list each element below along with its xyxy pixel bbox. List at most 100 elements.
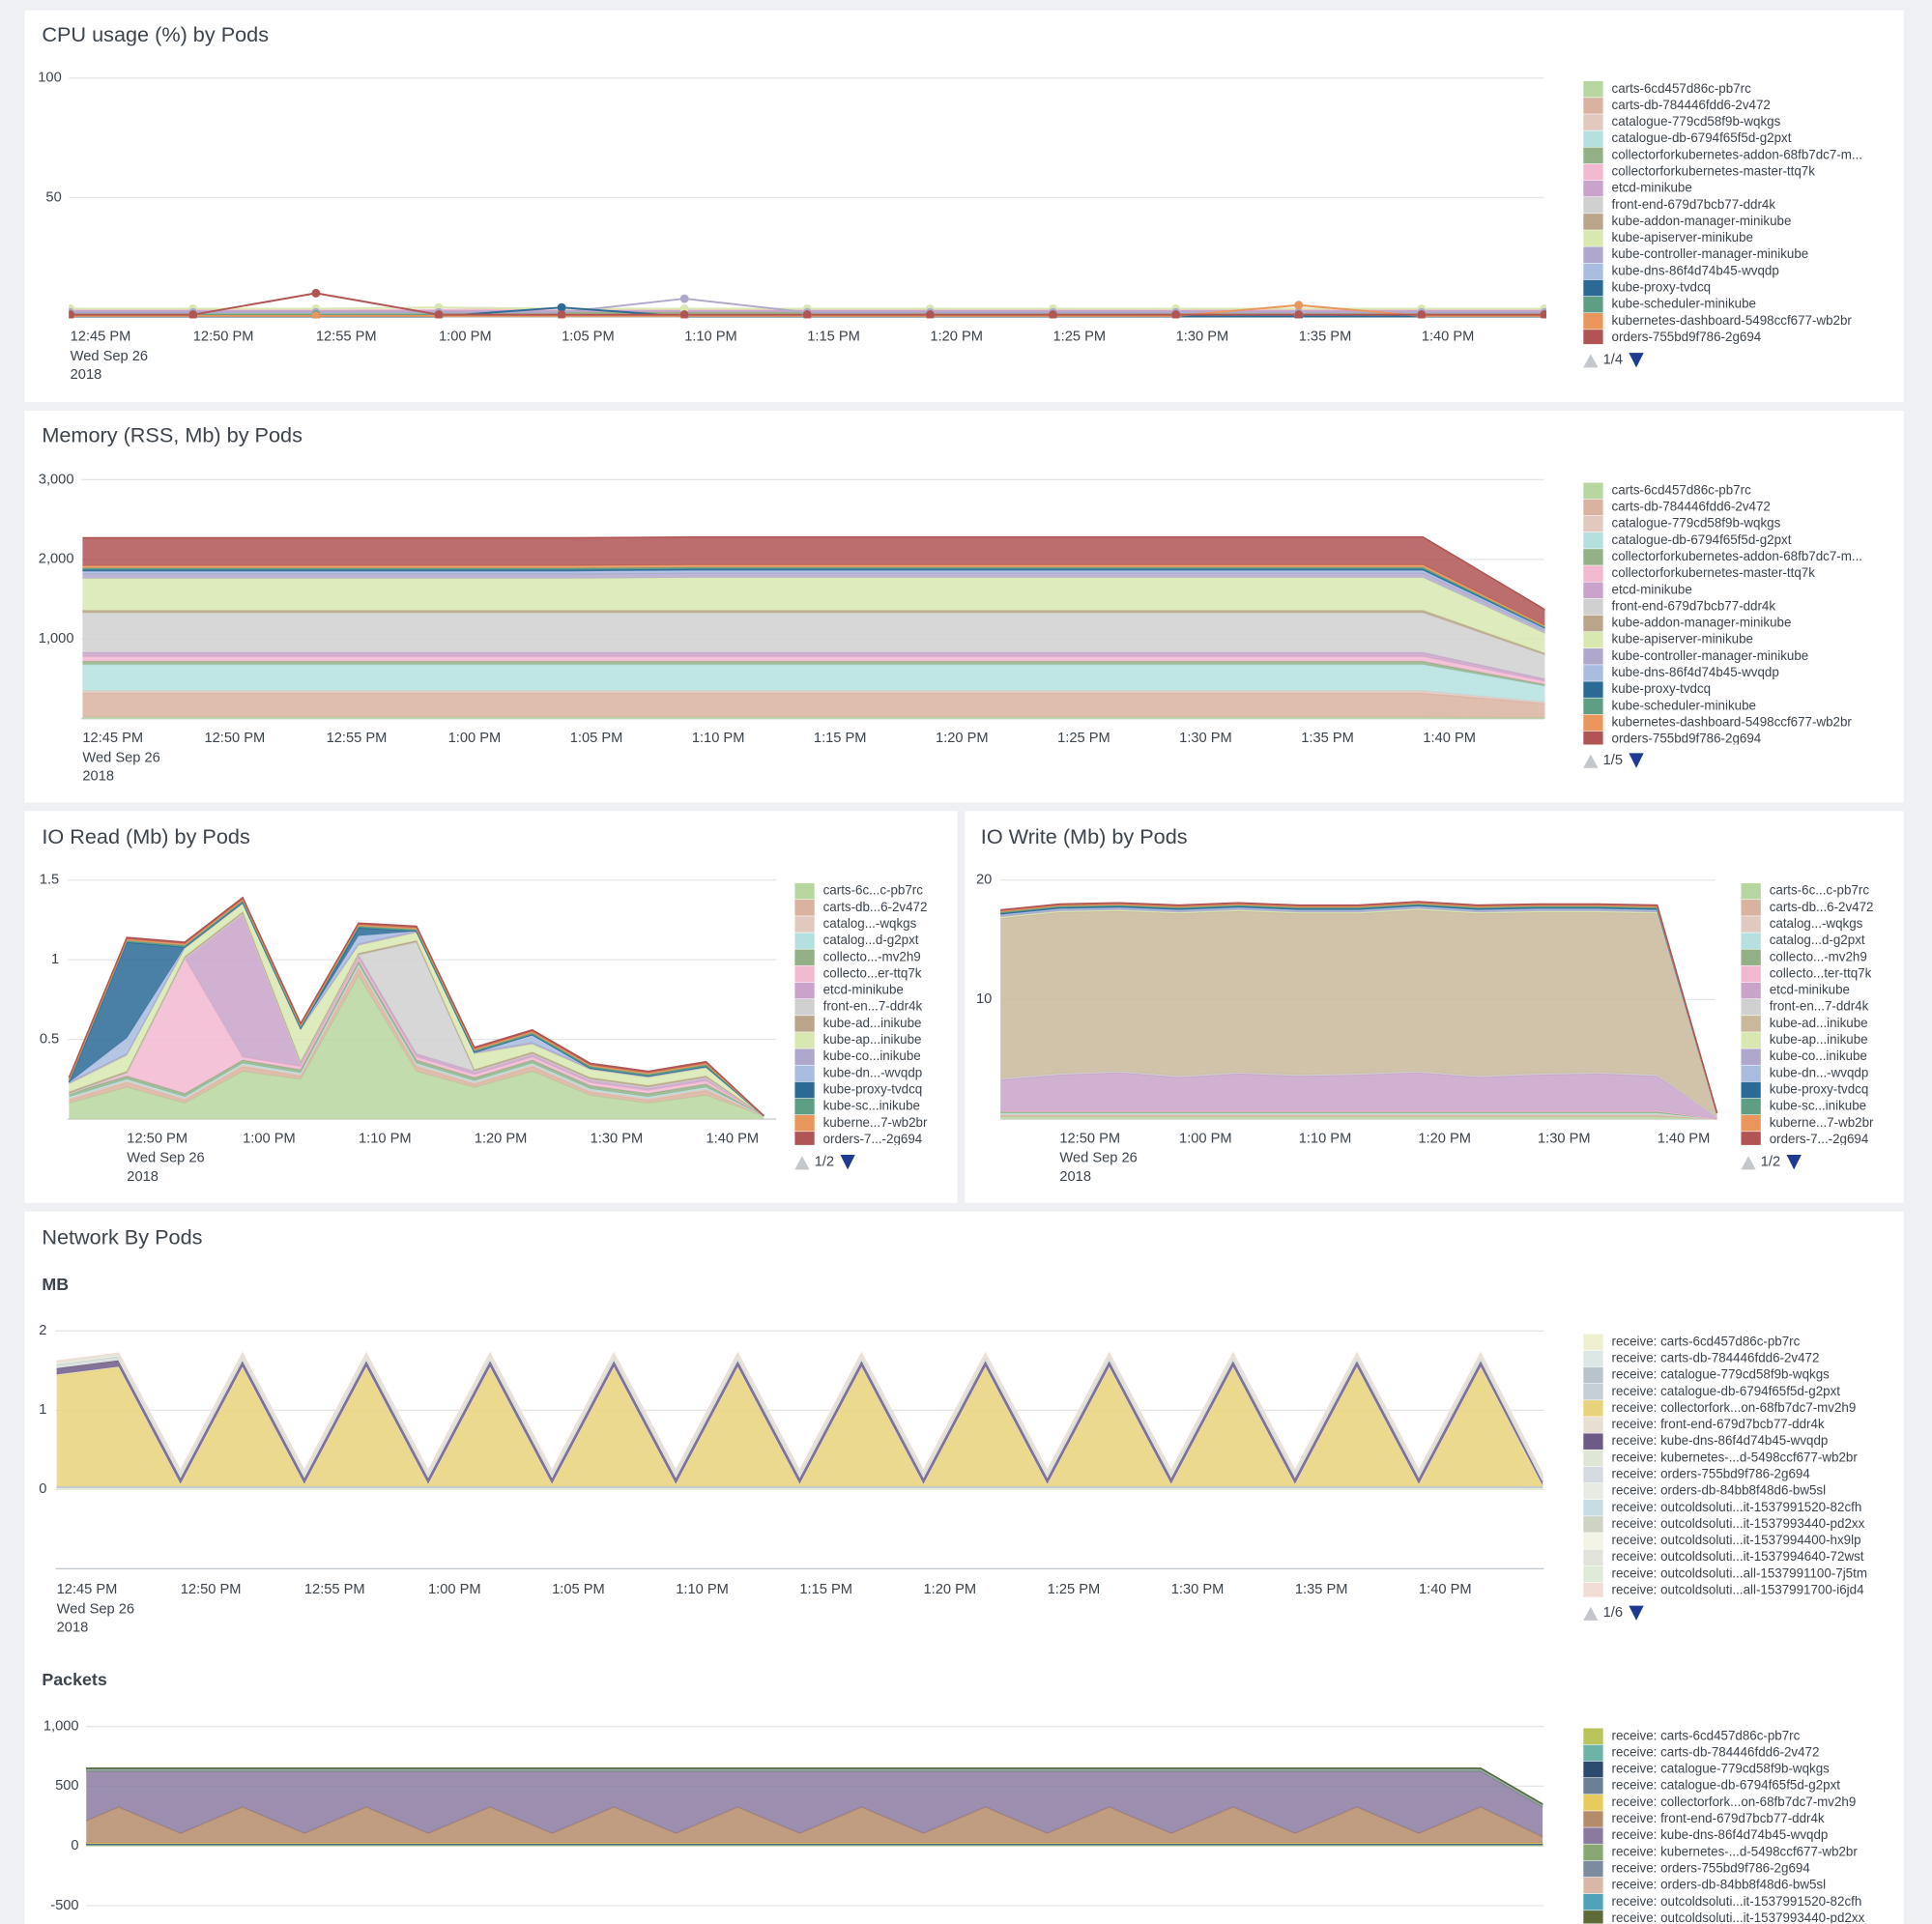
legend-label: kube-addon-manager-minikube	[1612, 616, 1792, 630]
legend-label: kube-dn...-wvqdp	[823, 1065, 923, 1079]
legend-swatch	[1583, 263, 1603, 280]
x-tick-label: 1:35 PM	[1299, 329, 1352, 344]
legend-label: carts-6cd457d86c-pb7rc	[1612, 482, 1752, 497]
legend-swatch	[1583, 214, 1603, 230]
chart-title: Packets	[42, 1670, 106, 1689]
legend-swatch	[794, 1032, 815, 1048]
legend-label: catalogue-779cd58f9b-wqkgs	[1612, 516, 1781, 531]
legend-label: kube-addon-manager-minikube	[1612, 214, 1792, 228]
area-fill	[82, 652, 1545, 681]
x-tick-label: 1:00 PM	[1179, 1131, 1232, 1146]
legend-label: receive: collectorfork...on-68fb7dc7-mv2…	[1612, 1400, 1857, 1415]
legend-swatch	[794, 1098, 815, 1115]
legend-label: catalog...-wqkgs	[1770, 916, 1863, 931]
legend-swatch	[1583, 1744, 1603, 1762]
x-tick-label: 1:10 PM	[1299, 1131, 1352, 1146]
pager-prev	[1583, 354, 1599, 368]
legend-label: etcd-minikube	[1612, 582, 1692, 596]
area-fill	[82, 661, 1545, 686]
legend-label: catalogue-db-6794f65f5d-g2pxt	[1612, 130, 1792, 145]
data-point	[802, 310, 812, 319]
legend-label: receive: outcoldsoluti...it-1537993440-p…	[1612, 1910, 1865, 1924]
legend-swatch	[1583, 648, 1603, 665]
x-tick-label: 1:35 PM	[1295, 1582, 1348, 1597]
legend-label: kube-dn...-wvqdp	[1770, 1065, 1869, 1079]
x-tick-label: 1:40 PM	[1423, 731, 1476, 746]
x-date-label: Wed Sep 26	[127, 1151, 204, 1166]
legend-swatch	[1583, 631, 1603, 648]
pager-label: 1/4	[1603, 353, 1623, 368]
legend-label: receive: catalogue-779cd58f9b-wqkgs	[1612, 1367, 1831, 1382]
legend-label: front-en...7-ddr4k	[1770, 999, 1869, 1014]
legend-swatch	[1583, 1761, 1603, 1778]
legend-label: collecto...er-ttq7k	[823, 965, 922, 980]
legend-label: front-en...7-ddr4k	[823, 999, 923, 1014]
legend: carts-6cd457d86c-pb7rc carts-db-784446fdd…	[1583, 81, 1862, 345]
legend-swatch	[794, 1016, 815, 1032]
pager-next	[1786, 1155, 1802, 1170]
legend-label: carts-db-784446fdd6-2v472	[1612, 500, 1771, 514]
x-tick-label: 1:25 PM	[1053, 329, 1107, 344]
legend-swatch	[1741, 1016, 1761, 1032]
legend-label: receive: kube-dns-86f4d74b45-wvqdp	[1612, 1827, 1829, 1842]
legend-swatch	[794, 949, 815, 966]
legend-swatch	[794, 900, 815, 916]
legend-label: catalogue-db-6794f65f5d-g2pxt	[1612, 532, 1792, 547]
legend-swatch	[1741, 1065, 1761, 1082]
legend-label: front-end-679d7bcb77-ddr4k	[1612, 197, 1776, 212]
x-tick-label: 12:55 PM	[304, 1582, 365, 1597]
pager-prev	[1741, 1156, 1756, 1170]
data-point	[925, 310, 935, 319]
chart-title: Memory (RSS, Mb) by Pods	[42, 422, 303, 446]
legend-label: carts-db...6-2v472	[823, 900, 928, 914]
legend-label: kube-proxy-tvdcq	[1770, 1081, 1869, 1096]
legend-swatch	[1583, 1877, 1603, 1894]
x-tick-label: 1:00 PM	[448, 731, 502, 746]
legend-label: collectorforkubernetes-master-ttq7k	[1612, 164, 1816, 179]
y-tick-label: 50	[45, 189, 61, 205]
x-date-label: Wed Sep 26	[71, 349, 148, 364]
legend-label: carts-db-784446fdd6-2v472	[1612, 98, 1771, 112]
legend-label: receive: orders-db-84bb8f48d6-bw5sl	[1612, 1483, 1827, 1498]
y-tick-label: 1	[39, 1402, 46, 1418]
legend-swatch	[1583, 98, 1603, 114]
legend: receive: carts-6cd457d86c-pb7rc receive: …	[1583, 1728, 1865, 1924]
legend-swatch	[794, 982, 815, 999]
legend-label: receive: outcoldsoluti...it-1537993440-p…	[1612, 1516, 1865, 1531]
legend-swatch	[1583, 1334, 1603, 1351]
legend-swatch	[794, 1065, 815, 1082]
legend-swatch	[1583, 1582, 1603, 1597]
x-tick-label: 1:40 PM	[706, 1131, 760, 1146]
legend-swatch	[794, 1114, 815, 1132]
x-tick-label: 1:00 PM	[428, 1582, 481, 1597]
legend-label: kube-proxy-tvdcq	[1612, 280, 1712, 295]
area-edge	[82, 535, 1545, 611]
x-tick-label: 1:20 PM	[936, 731, 989, 746]
y-tick-label: 2,000	[39, 552, 74, 567]
legend-label: collecto...-mv2h9	[1770, 949, 1867, 963]
data-point	[1540, 310, 1546, 319]
legend-label: receive: carts-6cd457d86c-pb7rc	[1612, 1334, 1801, 1348]
legend-label: etcd-minikube	[1770, 983, 1850, 997]
legend-swatch	[1583, 1811, 1603, 1827]
x-date-label: 2018	[71, 367, 102, 383]
legend-swatch	[1583, 1433, 1603, 1450]
area-edge	[86, 1767, 1543, 1805]
x-tick-label: 1:20 PM	[475, 1131, 528, 1146]
x-tick-label: 1:30 PM	[1176, 329, 1229, 344]
y-tick-label: 3,000	[39, 472, 74, 487]
legend-label: kube-ap...inikube	[823, 1032, 922, 1047]
legend-swatch	[1583, 1533, 1603, 1549]
legend-swatch	[794, 1081, 815, 1099]
legend-label: receive: outcoldsoluti...it-1537991520-8…	[1612, 1500, 1862, 1514]
legend-label: receive: orders-755bd9f786-2g694	[1612, 1467, 1811, 1481]
legend-swatch	[1583, 665, 1603, 681]
legend-label: kube-ad...inikube	[1770, 1016, 1868, 1030]
legend-swatch	[1583, 296, 1603, 313]
legend-label: orders-755bd9f786-2g694	[1612, 330, 1762, 344]
legend-label: receive: kube-dns-86f4d74b45-wvqdp	[1612, 1433, 1829, 1448]
x-date-label: Wed Sep 26	[57, 1601, 134, 1617]
area-fill	[86, 1770, 1543, 1837]
x-tick-label: 1:10 PM	[692, 731, 745, 746]
legend-label: kuberne...7-wb2br	[1770, 1115, 1874, 1130]
